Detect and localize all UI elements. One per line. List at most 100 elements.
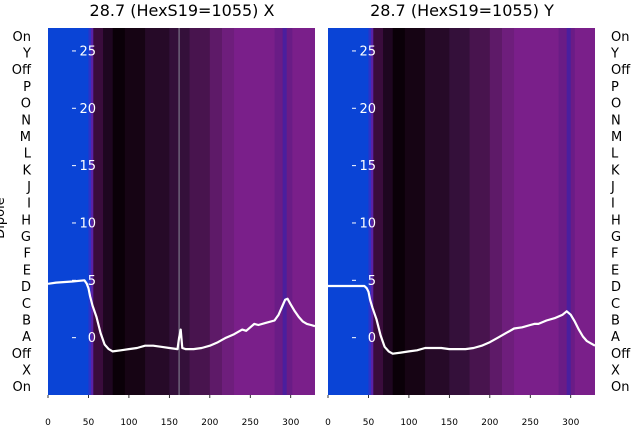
x-tick-label: 0 [325, 418, 331, 428]
heat-band [221, 28, 235, 395]
heat-band [328, 28, 369, 395]
category-label: H [611, 213, 621, 228]
x-tick-label: 150 [441, 418, 458, 428]
heat-band [124, 28, 146, 395]
heat-band [425, 28, 450, 395]
x-tick-label: 300 [562, 418, 579, 428]
x-tick-label: 300 [282, 418, 299, 428]
x-tick-label: 100 [120, 418, 137, 428]
y-tick-label: 20 [359, 102, 376, 117]
category-label: X [611, 363, 620, 378]
category-label: O [611, 97, 621, 112]
category-label: Y [22, 47, 31, 62]
y-tick-label: 5 [88, 274, 96, 289]
category-label: P [23, 80, 31, 95]
heat-band [514, 28, 559, 395]
heatmap [48, 28, 315, 395]
heat-band [566, 28, 572, 395]
category-label: O [21, 97, 31, 112]
heat-band [93, 28, 104, 395]
panel-x: 28.7 (HexS19=1055) X Dipole OnYOffPONMLK… [0, 1, 315, 428]
category-label: L [24, 147, 32, 162]
category-label: A [611, 330, 620, 345]
category-label: D [611, 280, 621, 295]
heat-band [373, 28, 384, 395]
category-label: N [611, 113, 621, 128]
category-label: Y [610, 47, 619, 62]
category-label: A [22, 330, 31, 345]
category-label: P [611, 80, 619, 95]
category-label: H [21, 213, 31, 228]
category-label: C [611, 297, 620, 312]
heat-band [234, 28, 275, 395]
heat-band [112, 28, 126, 395]
y-axis-label: Dipole [0, 197, 8, 238]
category-label: B [611, 313, 620, 328]
heat-band [501, 28, 515, 395]
panel-title: 28.7 (HexS19=1055) Y [370, 1, 554, 20]
category-label: X [22, 363, 31, 378]
heat-band [48, 28, 89, 395]
panel-title: 28.7 (HexS19=1055) X [90, 1, 275, 20]
y-tick-label: 15 [79, 159, 96, 174]
category-label: On [13, 30, 31, 45]
heat-band [286, 28, 293, 395]
heat-band [574, 28, 595, 395]
heat-band [209, 28, 223, 395]
x-tick-label: 200 [201, 418, 218, 428]
x-tick-label: 100 [400, 418, 417, 428]
overlay-line [48, 279, 315, 353]
heat-band [449, 28, 470, 395]
category-label: N [21, 113, 31, 128]
category-label: C [22, 297, 31, 312]
category-label: K [22, 163, 31, 178]
heat-band [558, 28, 568, 395]
y-tick-label: 20 [79, 102, 96, 117]
x-tick-label: 150 [161, 418, 178, 428]
heat-band [282, 28, 288, 395]
category-label: On [611, 380, 629, 395]
heat-band [292, 28, 315, 395]
heatmap [328, 28, 595, 395]
category-label: G [611, 230, 621, 245]
category-label: I [611, 197, 615, 212]
category-label: M [20, 130, 31, 145]
category-label: F [611, 247, 618, 262]
x-tick-label: 0 [45, 418, 51, 428]
category-label: L [611, 147, 619, 162]
heat-band [368, 28, 372, 395]
category-label: D [21, 280, 31, 295]
category-label: Off [12, 63, 32, 78]
panel-y: 28.7 (HexS19=1055) Y OnYOffPONMLKJIHGFED… [325, 1, 631, 428]
category-label: J [26, 180, 31, 195]
heat-band [169, 28, 190, 395]
heat-band [88, 28, 92, 395]
category-label: Off [611, 347, 631, 362]
heat-band [392, 28, 406, 395]
category-label: K [611, 163, 620, 178]
category-label: F [24, 247, 31, 262]
category-label: E [611, 263, 619, 278]
category-label: G [21, 230, 31, 245]
heat-band [489, 28, 503, 395]
heat-band [383, 28, 394, 395]
y-tick-label: 0 [88, 331, 96, 346]
heat-band [189, 28, 211, 395]
heat-band [570, 28, 576, 395]
y-tick-label: 25 [359, 44, 376, 59]
category-label: On [611, 30, 629, 45]
heat-band [274, 28, 284, 395]
heat-band [370, 28, 374, 395]
category-label: M [611, 130, 622, 145]
category-label: Off [12, 347, 32, 362]
y-tick-label: 5 [368, 274, 376, 289]
y-tick-label: 10 [79, 216, 96, 231]
category-label: Off [611, 63, 631, 78]
y-tick-label: 25 [79, 44, 96, 59]
category-label: B [22, 313, 31, 328]
overlay-line [328, 284, 595, 355]
category-label: I [27, 197, 31, 212]
heat-band [145, 28, 170, 395]
heat-band [469, 28, 491, 395]
